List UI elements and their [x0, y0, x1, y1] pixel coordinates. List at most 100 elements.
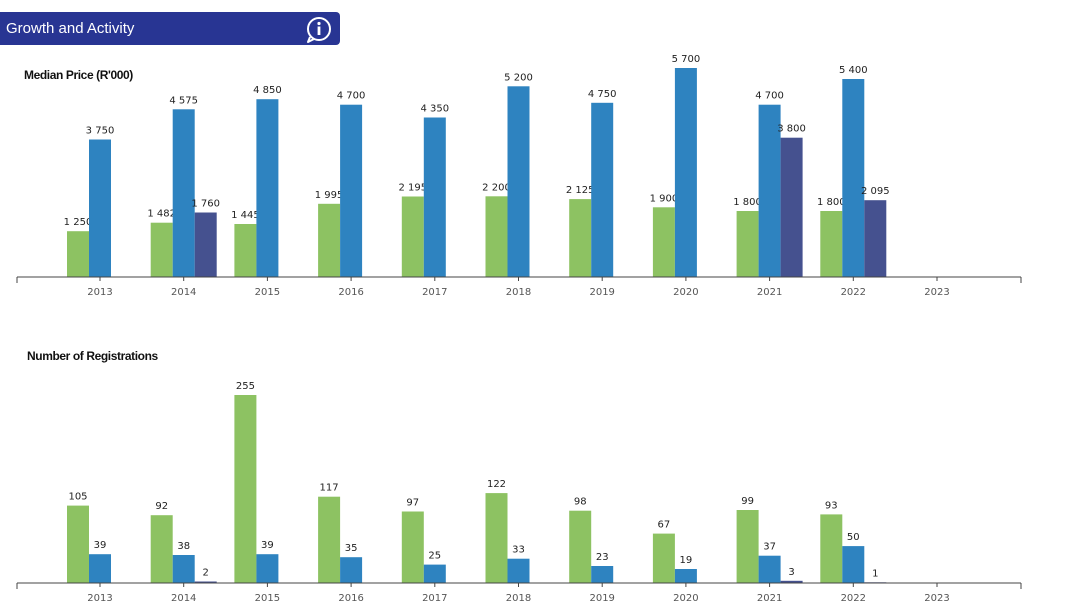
x-tick-label-2013: 2013	[87, 593, 112, 604]
data-label-series_3-2014: 1 760	[191, 199, 220, 210]
x-tick-label-2019: 2019	[589, 287, 614, 298]
data-label-series_2-2015: 39	[261, 540, 274, 551]
data-label-series_1-2019: 98	[574, 497, 587, 508]
data-label-series_1-2021: 1 800	[733, 197, 762, 208]
bar-series_3-2014	[194, 581, 217, 583]
x-tick-label-2017: 2017	[422, 593, 447, 604]
x-tick-label-2015: 2015	[255, 287, 280, 298]
bar-series_1-2013	[67, 505, 89, 583]
bar-series_1-2018	[485, 493, 508, 583]
data-label-series_1-2019: 2 125	[566, 185, 595, 196]
info-icon[interactable]	[303, 15, 335, 43]
data-label-series_3-2014: 2	[203, 568, 209, 579]
x-tick-label-2022: 2022	[841, 593, 866, 604]
data-label-series_1-2017: 97	[406, 498, 419, 509]
bar-series_1-2017	[401, 511, 424, 583]
bar-series_2-2022	[842, 546, 865, 583]
bar-series_1-2019	[569, 199, 592, 277]
bar-series_2-2014	[172, 109, 195, 278]
bar-series_2-2019	[591, 102, 614, 277]
x-tick-label-2018: 2018	[506, 287, 531, 298]
data-label-series_3-2022: 1	[872, 568, 878, 579]
bar-series_3-2021	[780, 137, 803, 277]
bar-series_2-2021	[758, 104, 781, 277]
bar-series_2-2018	[507, 86, 530, 277]
bar-series_1-2020	[652, 207, 675, 277]
bar-series_3-2022	[864, 200, 887, 277]
data-label-series_1-2020: 67	[658, 520, 671, 531]
x-tick-label-2013: 2013	[87, 287, 112, 298]
bar-series_2-2018	[507, 558, 530, 583]
median-price-chart: Median Price (R'000) 1 250 3 750 1 482 4 57…	[16, 54, 1022, 298]
bar-series_2-2019	[591, 566, 614, 583]
data-label-series_2-2018: 33	[512, 545, 525, 556]
bar-series_1-2014	[150, 515, 173, 583]
bar-series_2-2021	[758, 555, 781, 583]
data-label-series_2-2014: 38	[177, 541, 190, 552]
data-label-series_2-2021: 4 700	[755, 91, 784, 102]
data-label-series_1-2014: 92	[155, 501, 168, 512]
data-label-series_2-2020: 5 700	[672, 54, 701, 65]
data-label-series_1-2022: 1 800	[817, 197, 846, 208]
bar-series_1-2016	[318, 496, 341, 583]
x-tick-label-2021: 2021	[757, 593, 782, 604]
x-tick-label-2014: 2014	[171, 287, 196, 298]
x-tick-label-2020: 2020	[673, 287, 698, 298]
bar-series_2-2017	[423, 117, 446, 277]
bar-series_1-2018	[485, 196, 508, 277]
median-price-title: Median Price (R'000)	[24, 68, 133, 82]
data-label-series_3-2021: 3 800	[777, 124, 806, 135]
registrations-chart: Number of Registrations 105 39 92 38 2 255 39 1…	[16, 349, 1022, 604]
data-label-series_1-2014: 1 482	[147, 209, 176, 220]
bar-series_2-2020	[674, 569, 697, 583]
x-tick-label-2018: 2018	[506, 593, 531, 604]
data-label-series_1-2016: 117	[320, 483, 339, 494]
bar-series_1-2017	[401, 196, 424, 277]
data-label-series_1-2017: 2 195	[398, 183, 427, 194]
x-tick-label-2020: 2020	[673, 593, 698, 604]
bar-series_1-2021	[736, 211, 759, 277]
data-label-series_2-2013: 39	[94, 540, 107, 551]
data-label-series_2-2015: 4 850	[253, 85, 282, 96]
bar-series_2-2017	[423, 564, 446, 583]
data-label-series_2-2013: 3 750	[86, 126, 115, 137]
bar-series_1-2019	[569, 510, 592, 583]
data-label-series_1-2018: 122	[487, 479, 506, 490]
data-label-series_1-2021: 99	[741, 496, 754, 507]
x-tick-label-2017: 2017	[422, 287, 447, 298]
bar-series_1-2015	[234, 395, 257, 583]
data-label-series_2-2016: 4 700	[337, 91, 366, 102]
bar-series_2-2015	[256, 554, 279, 583]
bar-series_1-2022	[820, 514, 843, 583]
data-label-series_2-2016: 35	[345, 543, 358, 554]
data-label-series_2-2019: 4 750	[588, 89, 617, 100]
data-label-series_1-2015: 255	[236, 381, 255, 392]
data-label-series_3-2022: 2 095	[861, 186, 890, 197]
x-tick-label-2016: 2016	[338, 287, 363, 298]
data-label-series_2-2018: 5 200	[504, 72, 533, 83]
bar-series_3-2014	[194, 212, 217, 277]
bar-series_1-2016	[318, 203, 341, 277]
data-label-series_2-2017: 4 350	[420, 104, 449, 115]
bar-series_2-2014	[172, 555, 195, 583]
data-label-series_2-2017: 25	[428, 551, 441, 562]
data-label-series_2-2019: 23	[596, 552, 609, 563]
data-label-series_2-2014: 4 575	[169, 95, 198, 106]
data-label-series_1-2020: 1 900	[650, 193, 679, 204]
data-label-series_2-2022: 5 400	[839, 65, 868, 76]
bar-series_2-2015	[256, 99, 279, 277]
data-label-series_2-2020: 19	[680, 555, 693, 566]
bar-series_3-2021	[780, 580, 803, 583]
data-label-series_1-2013: 105	[68, 492, 87, 503]
bar-series_2-2022	[842, 79, 865, 277]
x-tick-label-2019: 2019	[589, 593, 614, 604]
data-label-series_2-2022: 50	[847, 532, 860, 543]
bar-series_2-2016	[340, 104, 363, 277]
bar-series_2-2020	[674, 68, 697, 277]
x-tick-label-2023: 2023	[924, 593, 949, 604]
section-header: Growth and Activity	[0, 12, 340, 45]
x-tick-label-2021: 2021	[757, 287, 782, 298]
data-label-series_1-2015: 1 445	[231, 210, 260, 221]
bar-series_1-2020	[652, 533, 675, 583]
bar-series_2-2013	[89, 139, 111, 277]
